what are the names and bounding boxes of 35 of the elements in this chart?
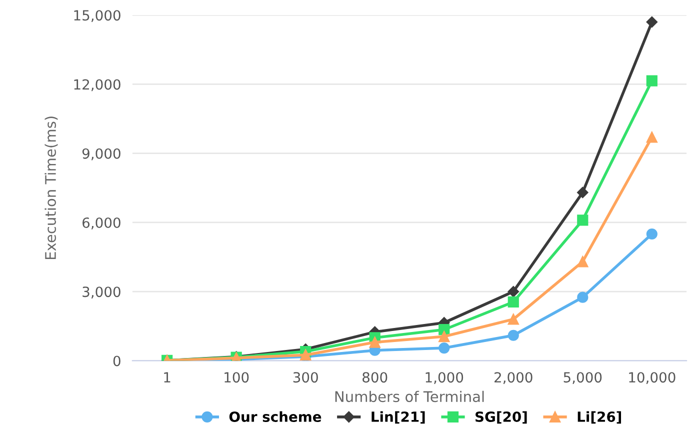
point bbox=[646, 228, 658, 240]
point bbox=[438, 330, 450, 342]
y-tick-label: 6,000 bbox=[82, 217, 120, 230]
x-tick-label: 10,000 bbox=[629, 372, 676, 384]
point bbox=[577, 186, 588, 198]
x-tick-label: 100 bbox=[224, 372, 249, 383]
point bbox=[508, 314, 519, 325]
y-tick-label: 0 bbox=[113, 356, 120, 366]
y-tick-label: 15,000 bbox=[74, 10, 120, 22]
point bbox=[369, 336, 380, 348]
y-tick-label: 3,000 bbox=[82, 286, 120, 298]
point bbox=[646, 75, 658, 86]
legend-label: SG[20] bbox=[476, 411, 527, 424]
y-tick-label: 12,000 bbox=[74, 79, 120, 92]
x-tick-label: 800 bbox=[362, 372, 388, 383]
point bbox=[577, 292, 588, 303]
point bbox=[646, 16, 658, 28]
legend-label: Our scheme bbox=[229, 411, 322, 422]
point bbox=[508, 296, 519, 308]
point bbox=[438, 342, 450, 354]
x-tick-label: 1,000 bbox=[426, 372, 464, 384]
point bbox=[577, 256, 588, 268]
y-tick-label: 9,000 bbox=[82, 148, 120, 160]
x-tick-label: 5,000 bbox=[564, 372, 602, 384]
legend-label: Lin[21] bbox=[372, 411, 425, 424]
point bbox=[508, 330, 519, 341]
x-tick-label: 1 bbox=[164, 372, 170, 382]
legend-label: Li[26] bbox=[578, 411, 622, 424]
y-axis-title: Execution Time(ms) bbox=[44, 116, 58, 260]
x-tick-label: 300 bbox=[293, 372, 318, 383]
point bbox=[646, 132, 658, 143]
point bbox=[577, 214, 588, 226]
x-tick-label: 2,000 bbox=[494, 372, 532, 384]
point bbox=[508, 286, 519, 298]
x-axis-title: Numbers of Terminal bbox=[335, 390, 484, 402]
